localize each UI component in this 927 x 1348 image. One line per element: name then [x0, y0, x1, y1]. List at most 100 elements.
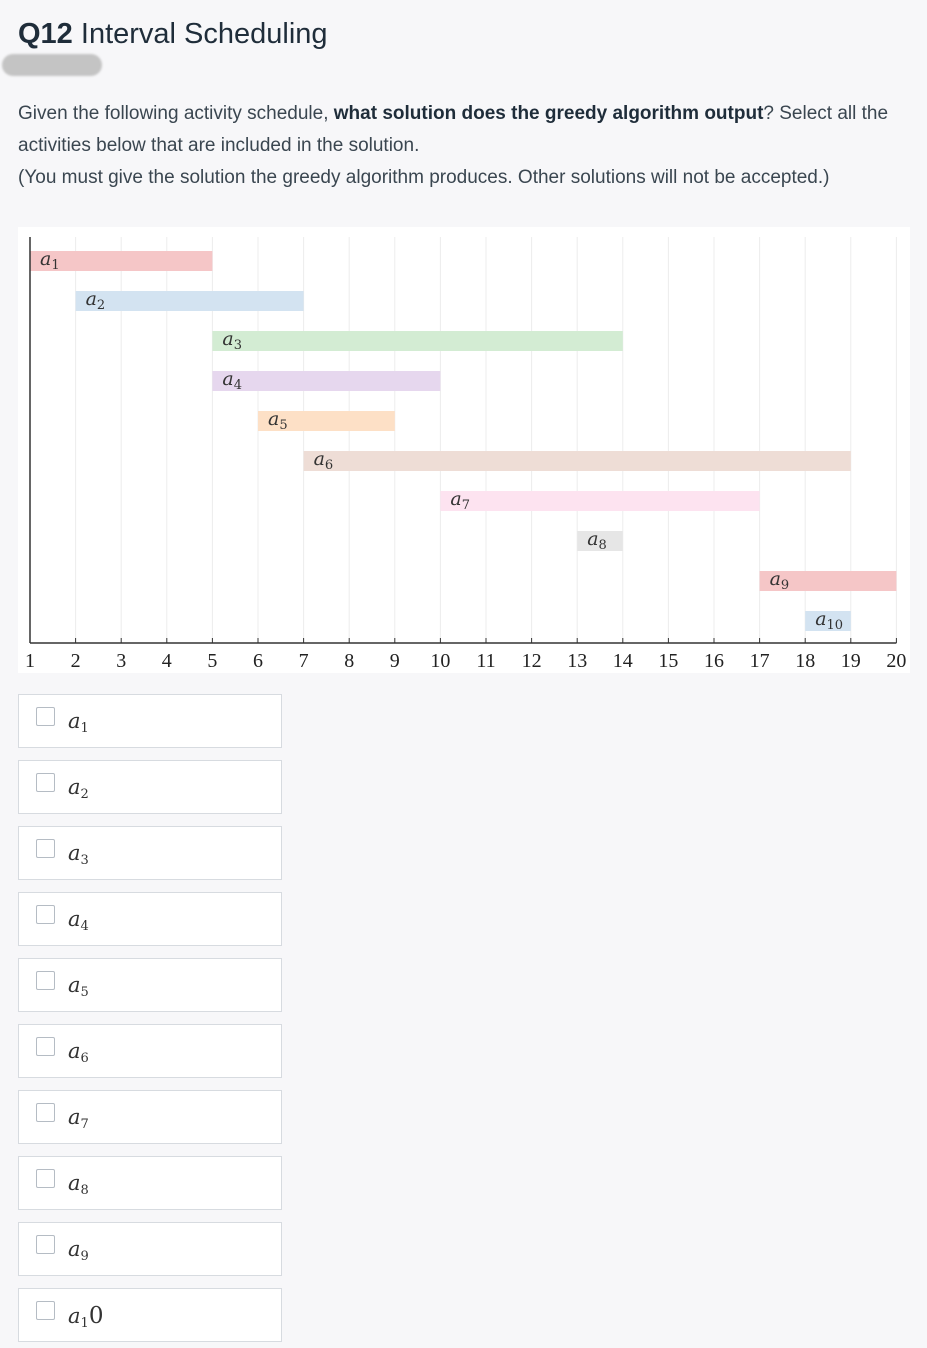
x-tick-label: 9 [390, 650, 400, 672]
activity-bar [759, 571, 897, 591]
activity-bar [303, 451, 851, 471]
answer-label-subscript: 7 [80, 1117, 89, 1132]
answer-label-subscript: 1 [80, 721, 89, 736]
answer-checkbox[interactable] [36, 1103, 55, 1122]
answer-checkbox[interactable] [36, 1301, 55, 1320]
answer-option[interactable]: a6 [18, 1024, 282, 1078]
x-tick-label: 2 [71, 650, 81, 672]
answer-label-base: a [68, 841, 81, 865]
answer-label-subscript: 5 [80, 985, 89, 1000]
activity-label: a2 [86, 288, 106, 313]
prompt-note: (You must give the solution the greedy a… [18, 167, 830, 188]
answer-label-base: a [68, 1237, 81, 1261]
answer-checkbox[interactable] [36, 839, 55, 858]
answer-label: a8 [68, 1171, 89, 1198]
activity-bar [30, 251, 213, 271]
question-title: Q12 Interval Scheduling [18, 16, 328, 52]
answer-label-base: a [68, 973, 81, 997]
x-tick-label: 10 [430, 650, 450, 672]
answer-label-base: a [68, 1039, 81, 1063]
x-tick-label: 7 [299, 650, 309, 672]
answer-option[interactable]: a3 [18, 826, 282, 880]
answer-checkbox[interactable] [36, 1235, 55, 1254]
redacted-points-badge [2, 54, 102, 76]
answer-label: a6 [68, 1039, 89, 1066]
activity-bar [577, 531, 623, 551]
answer-option[interactable]: a8 [18, 1156, 282, 1210]
answer-label-subscript: 1 [80, 1316, 89, 1331]
activity-bar [258, 411, 395, 431]
x-tick-label: 4 [162, 650, 172, 672]
activity-label: a10 [815, 608, 843, 633]
x-tick-label: 15 [658, 650, 678, 672]
answer-label: a7 [68, 1105, 89, 1132]
answer-label-subscript: 6 [80, 1051, 89, 1066]
answer-label-base: a [68, 1105, 81, 1129]
question-number: Q12 [18, 18, 73, 50]
activity-label: a6 [314, 448, 334, 473]
prompt-text-start: Given the following activity schedule, [18, 103, 334, 124]
activity-label: a8 [587, 528, 607, 553]
x-tick-label: 12 [522, 650, 542, 672]
activity-bar [212, 331, 623, 351]
answer-label-base: a [68, 709, 81, 733]
x-tick-label: 20 [886, 650, 906, 672]
answer-label: a4 [68, 907, 89, 934]
x-tick-label: 19 [841, 650, 861, 672]
activity-bar [440, 491, 760, 511]
question-prompt: Given the following activity schedule, w… [18, 98, 913, 194]
activity-bar [75, 291, 304, 311]
answer-label-subscript: 2 [80, 787, 89, 802]
answer-label: a3 [68, 841, 89, 868]
prompt-bold-text: what solution does the greedy algorithm … [333, 103, 764, 124]
answer-label: a9 [68, 1237, 89, 1264]
activity-label: a4 [222, 368, 242, 393]
prompt-paragraph: Given the following activity schedule, w… [18, 98, 913, 162]
prompt-text-end: ? Select all the activities below that a… [18, 103, 889, 156]
answer-label-subscript: 8 [80, 1183, 89, 1198]
x-tick-label: 17 [750, 650, 770, 672]
answer-option[interactable]: a4 [18, 892, 282, 946]
x-tick-label: 16 [704, 650, 724, 672]
answer-option[interactable]: a2 [18, 760, 282, 814]
x-tick-label: 18 [795, 650, 815, 672]
answer-label: a5 [68, 973, 89, 1000]
x-tick-label: 14 [613, 650, 633, 672]
x-tick-label: 3 [116, 650, 126, 672]
answer-checkbox[interactable] [36, 1037, 55, 1056]
activity-label: a5 [268, 408, 288, 433]
answer-option[interactable]: a7 [18, 1090, 282, 1144]
answer-checkbox[interactable] [36, 971, 55, 990]
answer-label-base: a [68, 907, 81, 931]
activity-bar [212, 371, 441, 391]
answer-label-base: a [68, 1171, 81, 1195]
activity-bar [805, 611, 851, 631]
x-tick-label: 13 [567, 650, 587, 672]
answer-option[interactable]: a1 [18, 694, 282, 748]
x-tick-label: 5 [207, 650, 217, 672]
question-title-text: Interval Scheduling [80, 18, 328, 50]
answer-label-base: a [68, 775, 81, 799]
answer-option[interactable]: a10 [18, 1288, 282, 1342]
answer-label-subscript: 9 [80, 1249, 89, 1264]
answer-label-tail: 0 [88, 1303, 104, 1329]
answer-option[interactable]: a9 [18, 1222, 282, 1276]
answer-label-subscript: 4 [80, 919, 89, 934]
answer-checkbox[interactable] [36, 773, 55, 792]
answer-label: a1 [68, 709, 89, 736]
activity-label: a9 [770, 568, 790, 593]
activity-schedule-chart: a1 a2 a3 a4 a5 a6 a7 a8 a9 a10 1 2 3 4 5 6 7 8 9 10 11 12 13 14… [18, 227, 910, 673]
answer-option[interactable]: a5 [18, 958, 282, 1012]
x-tick-label: 11 [476, 650, 495, 672]
x-tick-label: 8 [344, 650, 354, 672]
x-tick-label: 6 [253, 650, 263, 672]
answer-label: a2 [68, 775, 89, 802]
activity-label: a3 [222, 328, 242, 353]
answer-checkbox[interactable] [36, 1169, 55, 1188]
activity-label: a7 [450, 488, 470, 513]
answer-checkbox[interactable] [36, 707, 55, 726]
answer-checkbox[interactable] [36, 905, 55, 924]
answer-label-subscript: 3 [80, 853, 89, 868]
x-tick-label: 1 [25, 650, 35, 672]
